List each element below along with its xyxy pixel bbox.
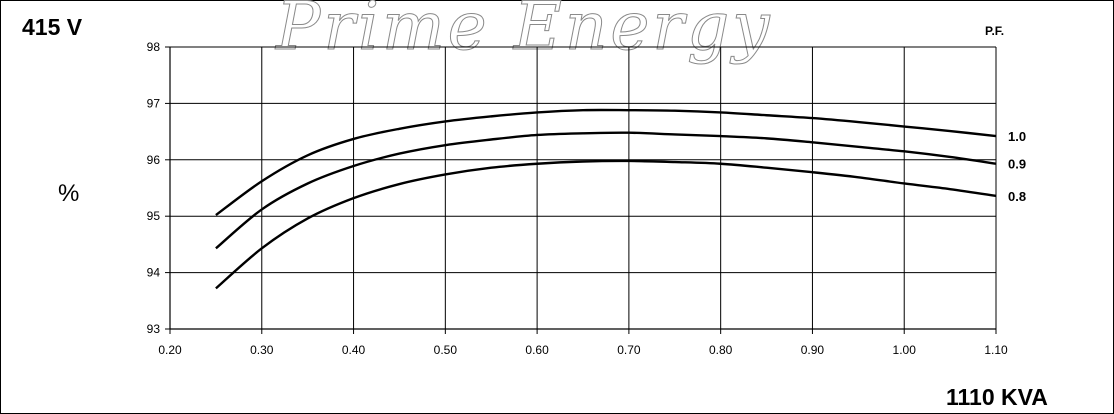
- series-line-pf-0-9: [215, 131, 997, 250]
- x-tick-label: 0.80: [709, 343, 733, 357]
- y-tick-label: 93: [147, 322, 161, 336]
- x-tick-label: 0.90: [801, 343, 825, 357]
- y-tick-label: 95: [147, 209, 161, 223]
- x-tick-label: 0.30: [250, 343, 274, 357]
- y-tick-label: 94: [147, 266, 161, 280]
- series-label: 0.9: [1008, 157, 1026, 172]
- y-tick-label: 96: [147, 153, 161, 167]
- voltage-label: 415 V: [22, 14, 83, 40]
- series-line-pf-0-8: [215, 159, 997, 290]
- series-line-pf-1-0: [215, 108, 997, 217]
- x-tick-label: 0.70: [617, 343, 641, 357]
- x-tick-label: 0.60: [525, 343, 549, 357]
- x-tick-label: 0.50: [434, 343, 458, 357]
- x-tick-label: 0.20: [158, 343, 182, 357]
- y-axis-label: %: [58, 180, 80, 207]
- x-tick-label: 0.40: [342, 343, 366, 357]
- pf-legend-title: P.F.: [985, 24, 1005, 38]
- y-tick-label: 97: [147, 96, 161, 110]
- x-tick-label: 1.00: [893, 343, 917, 357]
- series-label: 1.0: [1008, 129, 1026, 144]
- x-axis-label: 1110 KVA: [946, 384, 1048, 410]
- x-tick-label: 1.10: [984, 343, 1008, 357]
- series-label: 0.8: [1008, 189, 1026, 204]
- y-tick-label: 98: [147, 40, 161, 54]
- watermark-logo: Prime Energy: [276, 0, 773, 66]
